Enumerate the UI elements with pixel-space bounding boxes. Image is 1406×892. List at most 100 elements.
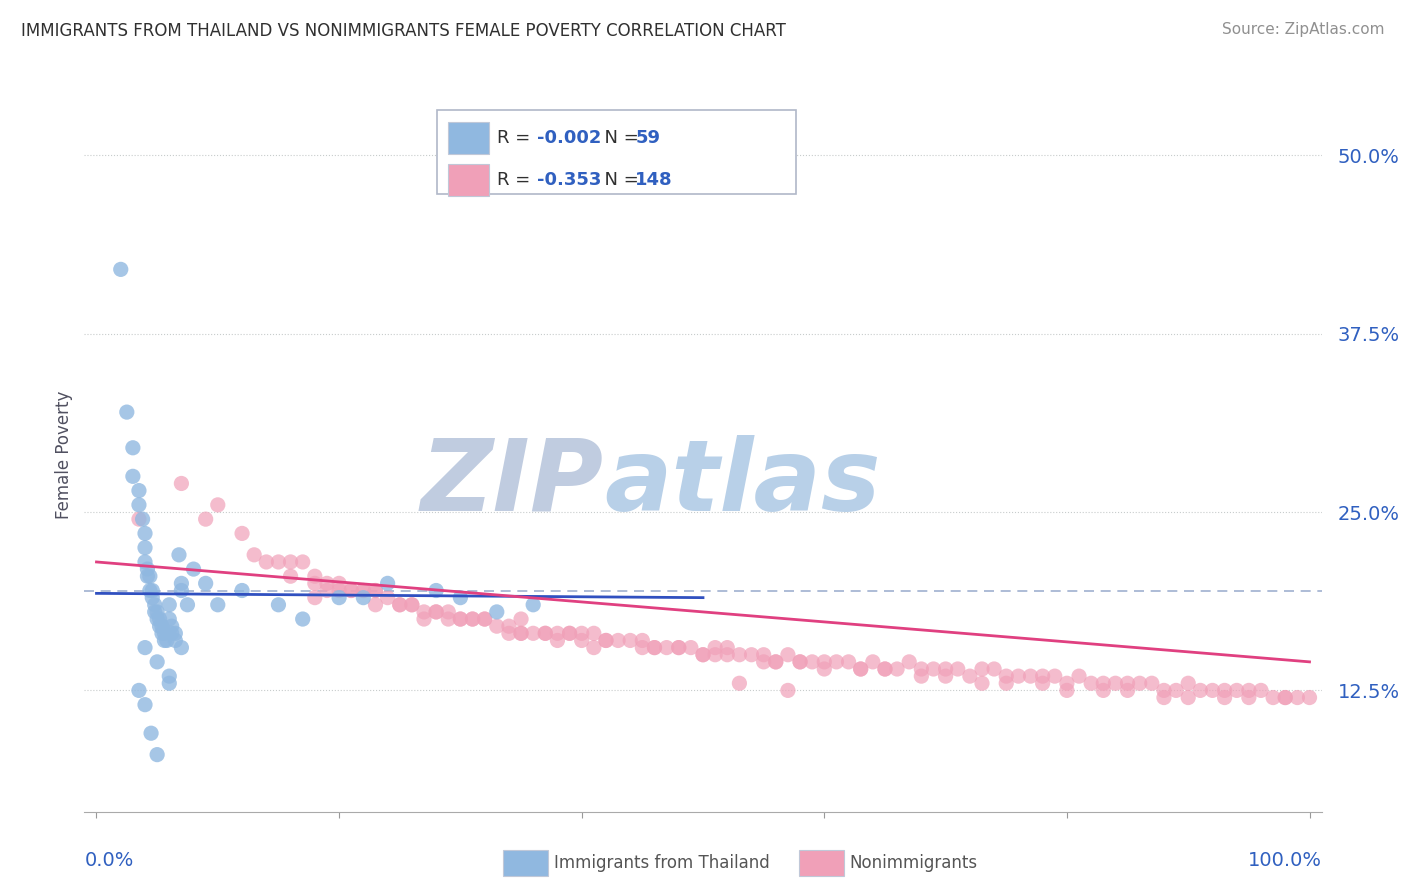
Point	[1116, 683, 1139, 698]
Point	[194, 512, 217, 526]
Point	[1177, 690, 1199, 705]
Point	[425, 583, 447, 598]
Point	[377, 576, 399, 591]
Point	[1237, 683, 1260, 698]
Point	[352, 591, 374, 605]
Point	[165, 626, 187, 640]
Text: Immigrants from Thailand: Immigrants from Thailand	[554, 855, 769, 872]
Point	[571, 626, 593, 640]
Point	[157, 676, 180, 690]
Point	[1261, 690, 1284, 705]
Point	[970, 662, 993, 676]
Point	[510, 626, 533, 640]
Point	[167, 548, 190, 562]
Point	[1129, 676, 1152, 690]
Point	[959, 669, 981, 683]
Point	[139, 569, 162, 583]
Point	[291, 555, 314, 569]
Point	[413, 612, 436, 626]
Point	[146, 655, 169, 669]
Point	[170, 583, 193, 598]
Point	[352, 583, 374, 598]
Point	[170, 576, 193, 591]
Point	[595, 633, 617, 648]
Point	[156, 633, 179, 648]
Point	[910, 669, 932, 683]
Point	[388, 598, 411, 612]
Point	[668, 640, 690, 655]
Point	[352, 583, 374, 598]
Point	[510, 612, 533, 626]
Point	[1092, 683, 1115, 698]
Point	[231, 583, 253, 598]
Point	[1032, 669, 1054, 683]
Point	[1153, 683, 1175, 698]
Point	[1201, 683, 1223, 698]
Text: atlas: atlas	[605, 435, 880, 532]
Point	[485, 605, 508, 619]
Point	[1177, 676, 1199, 690]
Point	[280, 569, 302, 583]
Point	[643, 640, 665, 655]
Text: Nonimmigrants: Nonimmigrants	[849, 855, 977, 872]
Point	[1116, 676, 1139, 690]
Point	[692, 648, 714, 662]
Text: IMMIGRANTS FROM THAILAND VS NONIMMIGRANTS FEMALE POVERTY CORRELATION CHART: IMMIGRANTS FROM THAILAND VS NONIMMIGRANT…	[21, 22, 786, 40]
Point	[377, 591, 399, 605]
Point	[474, 612, 496, 626]
Point	[139, 726, 162, 740]
Point	[849, 662, 872, 676]
Point	[995, 676, 1018, 690]
Point	[150, 619, 173, 633]
Point	[1164, 683, 1187, 698]
Text: 148: 148	[636, 170, 673, 189]
Point	[558, 626, 581, 640]
Point	[316, 576, 339, 591]
Point	[128, 683, 150, 698]
Point	[165, 633, 187, 648]
Point	[146, 747, 169, 762]
Point	[631, 633, 654, 648]
Point	[267, 555, 290, 569]
Point	[838, 655, 860, 669]
Point	[364, 583, 387, 598]
Point	[254, 555, 277, 569]
Point	[801, 655, 824, 669]
Point	[655, 640, 678, 655]
Point	[534, 626, 557, 640]
Point	[153, 626, 176, 640]
Point	[728, 676, 751, 690]
Point	[898, 655, 921, 669]
Point	[157, 612, 180, 626]
Point	[776, 683, 799, 698]
Point	[115, 405, 138, 419]
Point	[183, 562, 205, 576]
Point	[1274, 690, 1296, 705]
Point	[643, 640, 665, 655]
Point	[141, 583, 163, 598]
Point	[291, 612, 314, 626]
Point	[970, 676, 993, 690]
Point	[449, 591, 471, 605]
Point	[122, 469, 145, 483]
Point	[873, 662, 896, 676]
Point	[280, 555, 302, 569]
Point	[157, 598, 180, 612]
Point	[425, 605, 447, 619]
Point	[1032, 676, 1054, 690]
Point	[304, 576, 326, 591]
Point	[243, 548, 266, 562]
Point	[704, 648, 727, 662]
Point	[328, 576, 350, 591]
Text: N =: N =	[593, 170, 644, 189]
Point	[134, 541, 156, 555]
Point	[134, 555, 156, 569]
Point	[304, 591, 326, 605]
Point	[582, 626, 605, 640]
Point	[765, 655, 787, 669]
Point	[194, 576, 217, 591]
Point	[136, 562, 159, 576]
Point	[150, 626, 173, 640]
Point	[146, 612, 169, 626]
Point	[437, 605, 460, 619]
